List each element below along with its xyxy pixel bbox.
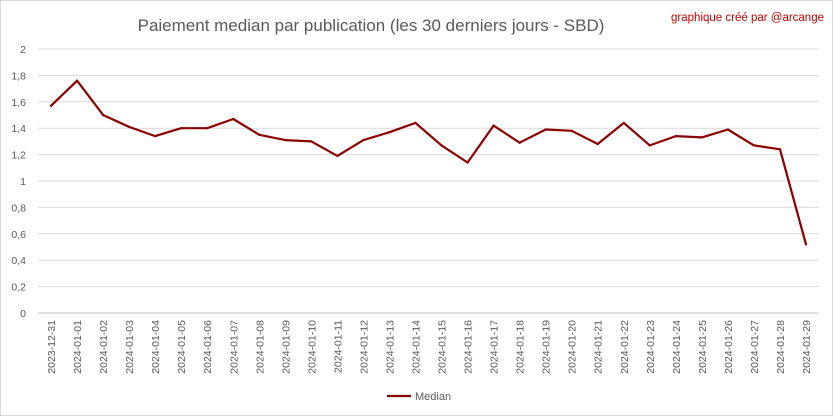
y-tick-label: 0,6 <box>11 229 26 241</box>
x-tick-label: 2024-01-07 <box>228 320 240 374</box>
y-tick-label: 1,8 <box>11 70 26 82</box>
data-point <box>153 134 157 138</box>
x-tick-label: 2024-01-13 <box>384 320 396 374</box>
y-tick-label: 0,2 <box>11 282 26 294</box>
data-point <box>258 133 261 136</box>
data-point <box>75 79 79 82</box>
data-point <box>362 138 365 142</box>
data-point <box>700 136 704 139</box>
x-tick-label: 2024-01-15 <box>437 320 449 374</box>
x-tick-label: 2024-01-19 <box>541 320 553 374</box>
x-tick-label: 2024-01-24 <box>671 320 683 374</box>
data-point <box>49 104 53 107</box>
data-point <box>596 142 599 146</box>
y-tick-label: 1,6 <box>11 97 26 109</box>
x-tick-label: 2024-01-06 <box>202 320 214 374</box>
x-tick-label: 2024-01-20 <box>567 320 579 374</box>
data-point <box>570 129 573 133</box>
data-point <box>518 141 521 144</box>
x-tick-label: 2024-01-23 <box>645 320 657 374</box>
y-tick-label: 0,8 <box>11 202 26 214</box>
x-tick-label: 2023-12-31 <box>46 320 58 374</box>
chart-title: Paiement median par publication (les 30 … <box>138 16 605 35</box>
x-tick-label: 2024-01-11 <box>332 320 344 373</box>
x-tick-label: 2024-01-29 <box>801 320 813 374</box>
legend: Median <box>387 391 451 403</box>
data-point <box>336 154 339 158</box>
y-tick-label: 1,4 <box>11 123 26 135</box>
legend-label-median: Median <box>415 391 451 403</box>
data-point <box>414 121 417 125</box>
y-tick-label: 0 <box>20 308 26 320</box>
x-tick-label: 2024-01-18 <box>515 320 527 374</box>
data-point <box>388 130 391 134</box>
x-axis-ticks: 2023-12-31 2024-01-01 2024-01-02 2024-01-03… <box>46 320 813 374</box>
data-point <box>232 117 235 121</box>
data-point <box>674 134 678 138</box>
x-tick-label: 2024-01-03 <box>124 320 136 374</box>
y-tick-label: 1 <box>20 176 26 188</box>
x-tick-label: 2024-01-08 <box>254 320 266 374</box>
data-point <box>648 144 651 147</box>
x-tick-label: 2024-01-04 <box>150 320 162 374</box>
y-axis-ticks: 0 0,2 0,4 0,6 0,8 1 1,2 1,4 1,6 1,8 2 <box>11 44 26 320</box>
x-tick-label: 2024-01-28 <box>775 320 787 374</box>
x-tick-label: 2024-01-12 <box>358 320 370 374</box>
x-tick-label: 2024-01-09 <box>280 320 292 374</box>
x-tick-label: 2024-01-22 <box>619 320 631 374</box>
chart-credit: graphique créé par @arcange <box>671 12 824 24</box>
grid-lines <box>38 48 819 314</box>
data-point <box>726 128 730 131</box>
x-tick-label: 2024-01-27 <box>749 320 761 374</box>
data-point <box>492 124 495 127</box>
x-tick-label: 2024-01-02 <box>98 320 110 374</box>
series-line-median <box>50 79 808 245</box>
data-point <box>127 125 131 129</box>
x-tick-label: 2024-01-05 <box>176 320 188 374</box>
x-tick-label: 2024-01-14 <box>410 320 422 374</box>
x-tick-label: 2024-01-21 <box>593 320 605 374</box>
x-tick-label: 2024-01-17 <box>489 320 501 374</box>
x-tick-label: 2024-01-01 <box>72 320 84 374</box>
y-tick-label: 2 <box>20 44 26 56</box>
x-tick-label: 2024-01-25 <box>697 320 709 374</box>
data-point <box>284 138 287 142</box>
data-point <box>310 140 313 143</box>
x-tick-label: 2024-01-26 <box>723 320 735 374</box>
x-tick-label: 2024-01-16 <box>463 320 475 374</box>
data-point <box>778 148 782 151</box>
y-tick-label: 0,4 <box>11 255 26 267</box>
series-median <box>49 79 808 246</box>
data-point <box>804 243 808 246</box>
data-point <box>544 128 547 131</box>
data-point <box>101 113 105 117</box>
data-point <box>440 144 443 147</box>
y-tick-label: 1,2 <box>11 150 26 162</box>
data-point <box>466 161 469 164</box>
data-point <box>179 127 183 130</box>
data-point <box>752 144 756 147</box>
x-tick-label: 2024-01-10 <box>306 320 318 374</box>
data-point <box>206 127 209 130</box>
data-point <box>622 121 625 125</box>
